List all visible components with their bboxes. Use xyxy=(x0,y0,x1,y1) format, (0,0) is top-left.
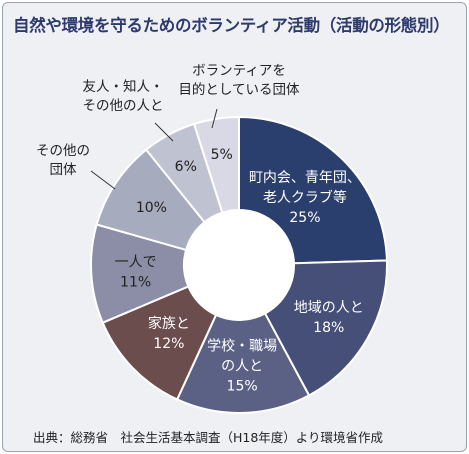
slice-value-7: 5% xyxy=(211,147,233,163)
slice-label-0: 町内会、青年団、老人クラブ等 25% xyxy=(249,170,361,226)
leader-line-6 xyxy=(154,122,174,142)
donut-chart: 町内会、青年団、老人クラブ等 25% 地域の人と 18% 学校・職場の人と 15% 家族と 1… xyxy=(36,63,388,414)
slice-label-5: その他の団体 xyxy=(36,143,90,178)
slice-value-5: 10% xyxy=(136,200,167,216)
slice-label-4: 一人で 11% xyxy=(115,254,157,290)
leader-line-7 xyxy=(211,108,218,129)
slice-label-6: 友人・知人・その他の人と xyxy=(83,78,164,114)
chart-title: 自然や環境を守るためのボランティア活動（活動の形態別） xyxy=(13,16,450,35)
donut-hole xyxy=(184,210,294,320)
slice-value-6: 6% xyxy=(175,159,197,175)
leader-line-5 xyxy=(90,170,116,190)
chart-source: 出典：総務省 社会生活基本調査（H18年度）より環境省作成 xyxy=(33,430,384,445)
slice-label-2: 学校・職場の人と 15% xyxy=(207,338,277,395)
slice-label-7: ボランティアを目的としている団体 xyxy=(178,63,300,98)
slice-label-1: 地域の人と 18% xyxy=(294,300,364,336)
slice-label-3: 家族と 12% xyxy=(148,315,190,352)
